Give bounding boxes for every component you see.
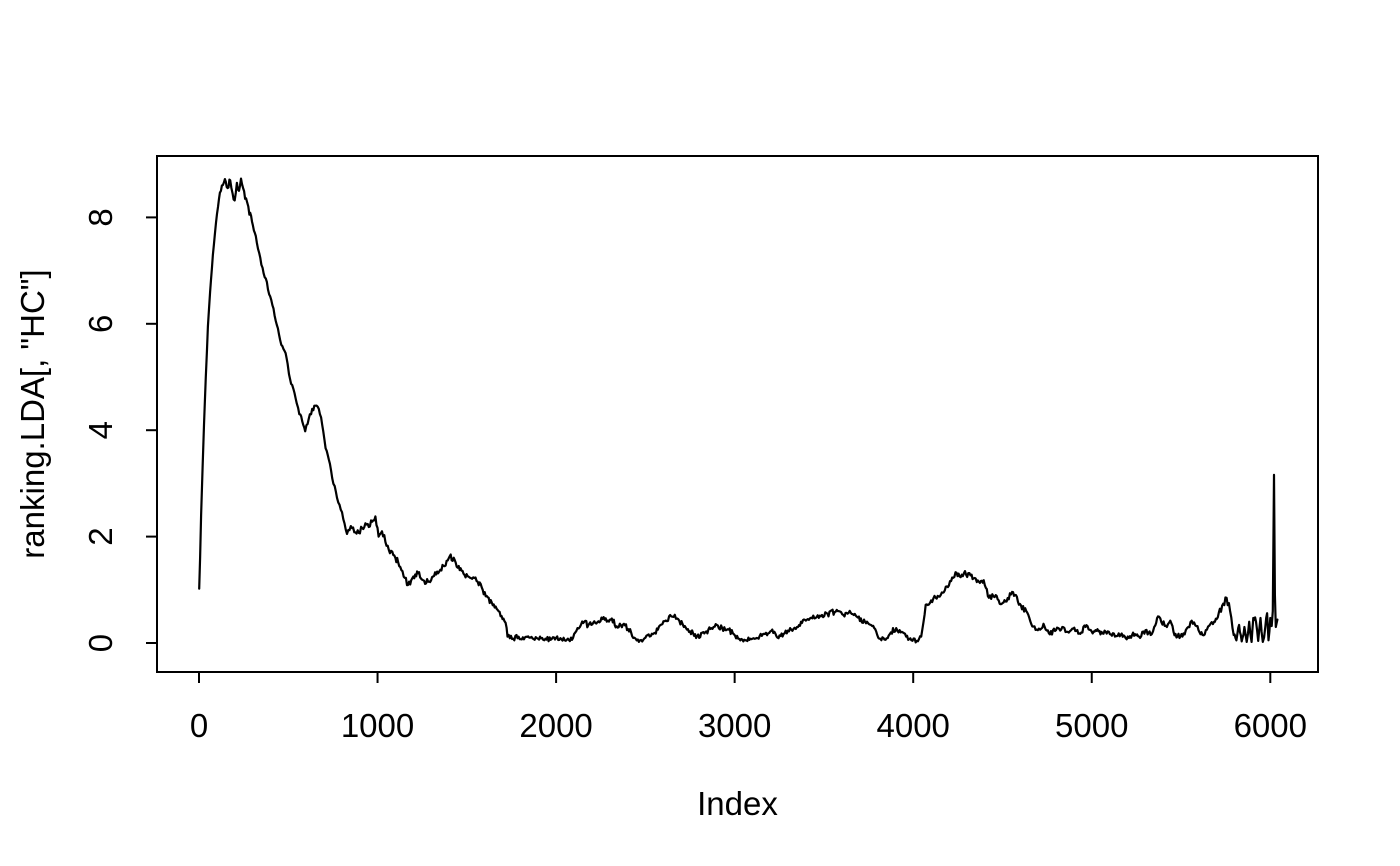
- y-tick-label: 6: [82, 315, 119, 333]
- data-series-line: [198, 177, 1279, 644]
- y-tick-label: 8: [82, 208, 119, 226]
- y-tick-label: 4: [82, 421, 119, 439]
- y-tick-label: 2: [82, 527, 119, 545]
- x-tick-label: 6000: [1234, 707, 1307, 744]
- x-tick-label: 2000: [519, 707, 592, 744]
- x-tick-label: 1000: [341, 707, 414, 744]
- x-tick-label: 5000: [1055, 707, 1128, 744]
- y-tick-label: 0: [82, 634, 119, 652]
- x-tick-label: 4000: [876, 707, 949, 744]
- x-axis-title: Index: [697, 785, 778, 822]
- y-axis-title: ranking.LDA[, "HC"]: [14, 269, 51, 558]
- plot-border-box: [156, 155, 1319, 673]
- x-tick-label: 0: [190, 707, 208, 744]
- x-tick-label: 3000: [698, 707, 771, 744]
